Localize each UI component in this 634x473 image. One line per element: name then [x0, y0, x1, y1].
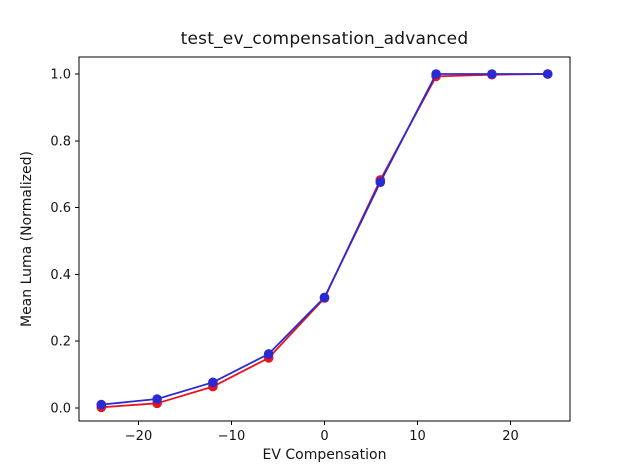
- y-tick-label: 1.0: [50, 68, 71, 83]
- y-tick-label: 0.6: [50, 201, 71, 216]
- chart-title: test_ev_compensation_advanced: [180, 29, 469, 49]
- y-tick-label: 0.4: [50, 268, 71, 283]
- blue-series-marker: [431, 69, 441, 79]
- blue-series-line: [100, 73, 549, 406]
- blue-series-marker: [96, 399, 107, 410]
- plot-frame: [78, 56, 571, 422]
- y-tick-label: 0.0: [50, 401, 71, 416]
- y-axis-label: Mean Luma (Normalized): [19, 150, 35, 328]
- blue-series-marker: [208, 377, 218, 388]
- x-tick-label: −20: [125, 429, 152, 444]
- blue-series-marker: [487, 69, 497, 79]
- y-tick-label: 0.8: [50, 134, 71, 149]
- blue-series-marker: [263, 349, 274, 359]
- x-tick-label: 0: [320, 429, 328, 444]
- blue-series-marker: [319, 292, 330, 303]
- blue-series-marker: [542, 69, 553, 79]
- red-series-line: [100, 73, 549, 409]
- y-tick-label: 0.2: [50, 335, 71, 350]
- blue-series-marker: [152, 394, 162, 404]
- blue-series-marker: [375, 177, 386, 187]
- x-tick-label: 20: [502, 429, 519, 444]
- x-tick-label: −10: [218, 429, 245, 444]
- x-axis-label: EV Compensation: [262, 447, 387, 463]
- x-tick-label: 10: [409, 429, 426, 444]
